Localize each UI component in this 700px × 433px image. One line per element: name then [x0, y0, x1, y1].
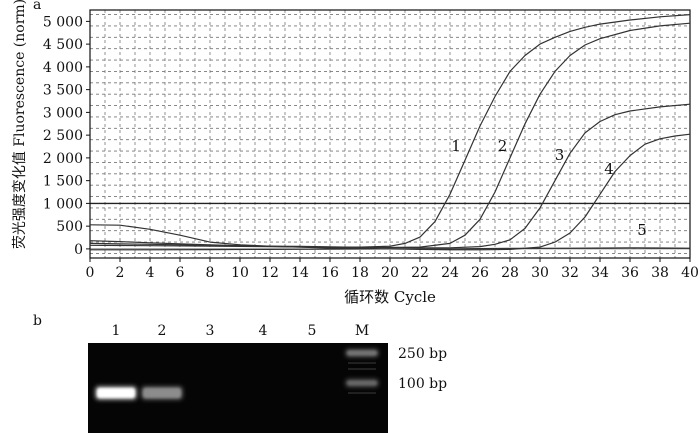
- x-tick-label: 38: [651, 265, 669, 281]
- band-lane-2: [143, 388, 181, 398]
- x-tick-label: 0: [86, 265, 95, 281]
- x-tick-label: 24: [441, 265, 459, 281]
- y-tick-label: 4 500: [43, 37, 83, 53]
- x-tick-label: 18: [351, 265, 369, 281]
- amplification-chart: 0 2 4 6 8 10 12 14 16 18 20 22 24 26 28 30 32 34 36 38 40050…: [11, 0, 699, 306]
- series-line-3: [89, 103, 691, 249]
- band-lane-1: [97, 388, 135, 398]
- x-tick-label: 10: [231, 265, 249, 281]
- lane-label-M: M: [355, 323, 369, 339]
- y-axis-label: 荧光强度变化值 Fluorescence (norm): [11, 0, 28, 249]
- ladder-faint-band: [348, 368, 376, 370]
- y-tick-label: 3 500: [43, 83, 83, 99]
- gel-background: [88, 343, 388, 433]
- gel-image: 1 2 3 4 5 M 250 bp 100 bp: [88, 323, 447, 433]
- y-tick-label: 500: [56, 219, 83, 235]
- y-tick-label: 2 000: [43, 151, 83, 167]
- x-axis-label: 循环数 Cycle: [344, 288, 436, 306]
- x-tick-label: 22: [411, 265, 429, 281]
- x-tick-label: 32: [561, 265, 579, 281]
- x-tick-label: 6: [176, 265, 185, 281]
- marker-label: 250 bp: [398, 346, 447, 362]
- x-tick-label: 16: [321, 265, 339, 281]
- x-tick-label: 28: [501, 265, 519, 281]
- series-label-4: 4: [604, 160, 614, 178]
- lane-label-3: 3: [206, 323, 215, 339]
- ladder-faint-band: [348, 392, 376, 394]
- series-label-3: 3: [555, 146, 565, 164]
- lane-label-4: 4: [259, 323, 268, 339]
- series-line-5: [90, 247, 691, 251]
- panel-b-label: b: [33, 313, 42, 329]
- lane-label-2: 2: [158, 323, 167, 339]
- y-tick-label: 4 000: [43, 60, 83, 76]
- ladder-faint-band: [348, 362, 376, 364]
- y-tick-label: 3 000: [43, 105, 83, 121]
- y-tick-label: 5 000: [43, 14, 83, 30]
- x-tick-label: 4: [146, 265, 155, 281]
- series-line-2: [89, 22, 691, 249]
- y-tick-label: 0: [74, 242, 83, 258]
- x-tick-label: 12: [261, 265, 279, 281]
- y-tick-label: 2 500: [43, 128, 83, 144]
- band-lane-M: [347, 350, 377, 356]
- x-tick-label: 14: [291, 265, 309, 281]
- x-tick-label: 2: [116, 265, 125, 281]
- band-lane-M: [347, 380, 377, 386]
- series-line-4: [89, 133, 691, 251]
- x-tick-label: 20: [381, 265, 399, 281]
- series-label-2: 2: [498, 137, 508, 155]
- lane-label-1: 1: [112, 323, 121, 339]
- y-tick-label: 1 000: [43, 196, 83, 212]
- x-tick-label: 34: [591, 265, 609, 281]
- series-label-1: 1: [451, 137, 461, 155]
- marker-label: 100 bp: [398, 376, 447, 392]
- series-label-5: 5: [637, 221, 647, 239]
- x-tick-label: 30: [531, 265, 549, 281]
- x-tick-label: 36: [621, 265, 639, 281]
- x-tick-label: 8: [206, 265, 215, 281]
- x-tick-label: 40: [681, 265, 699, 281]
- lane-label-5: 5: [308, 323, 317, 339]
- panel-a-label: a: [33, 0, 42, 13]
- x-tick-label: 26: [471, 265, 489, 281]
- y-tick-label: 1 500: [43, 174, 83, 190]
